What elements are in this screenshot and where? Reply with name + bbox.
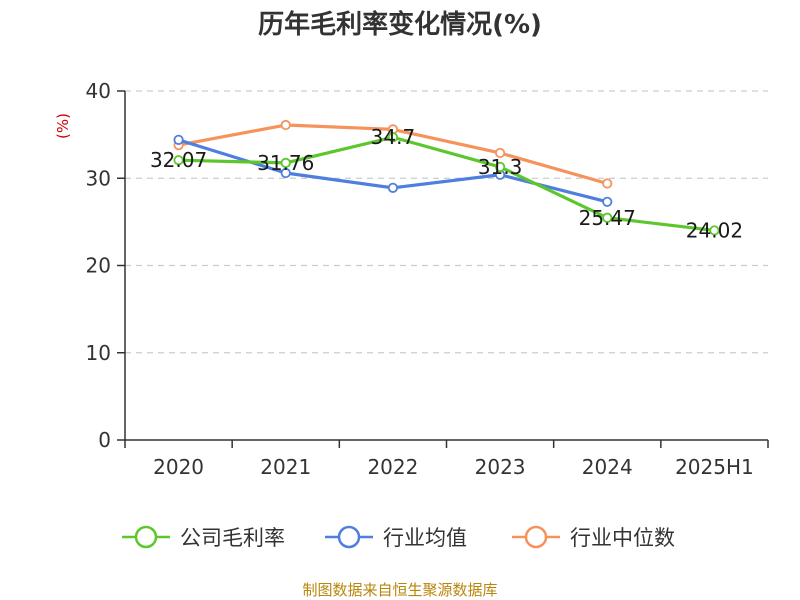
y-tick-label: 20 (86, 254, 111, 278)
x-tick-label: 2022 (367, 455, 418, 479)
data-point (602, 196, 613, 207)
legend-marker (337, 525, 361, 549)
chart-title: 历年毛利率变化情况(%) (258, 9, 542, 40)
legend-marker (134, 525, 158, 549)
data-label: 32.07 (150, 148, 207, 172)
data-point (494, 161, 506, 173)
source-note: 制图数据来自恒生聚源数据库 (302, 581, 497, 599)
data-point (280, 157, 291, 168)
x-tick-label: 2025H1 (675, 455, 754, 479)
x-tick-label: 2023 (475, 455, 526, 479)
data-label: 31.3 (478, 155, 523, 179)
legend-label: 行业中位数 (570, 526, 675, 550)
x-tick-label: 2021 (260, 455, 311, 479)
series-group (173, 119, 720, 236)
y-tick-label: 0 (98, 428, 111, 452)
data-point (709, 225, 720, 236)
data-point (602, 178, 613, 189)
legend-label: 行业均值 (383, 526, 467, 550)
data-point (173, 155, 184, 166)
data-point (602, 212, 613, 223)
x-tick-label: 2020 (153, 455, 204, 479)
data-point (494, 147, 506, 159)
series-line (176, 135, 717, 233)
data-label: 31.76 (257, 151, 314, 175)
data-point (387, 182, 399, 193)
legend-marker (524, 525, 548, 549)
data-point (280, 119, 291, 131)
legend: 公司毛利率 行业均值 行业中位数 (122, 525, 675, 550)
y-tick-label: 30 (86, 166, 111, 190)
y-tick-label: 40 (86, 79, 111, 103)
axes: 0 10 20 30 40 2020 2021 2022 2023 2024 2025H1 (86, 79, 769, 479)
grid-lines (125, 90, 768, 354)
y-axis-unit: (%) (54, 113, 72, 139)
data-labels: 32.07 31.76 34.7 31.3 25.47 24.02 (150, 125, 743, 242)
data-point (280, 167, 291, 179)
legend-label: 公司毛利率 (180, 526, 285, 550)
x-tick-label: 2024 (582, 455, 633, 479)
data-label: 34.7 (371, 125, 416, 149)
data-point (173, 134, 184, 145)
data-label: 24.02 (686, 218, 743, 242)
data-point (387, 132, 399, 143)
data-label: 25.47 (579, 206, 636, 230)
y-tick-label: 10 (86, 341, 111, 365)
